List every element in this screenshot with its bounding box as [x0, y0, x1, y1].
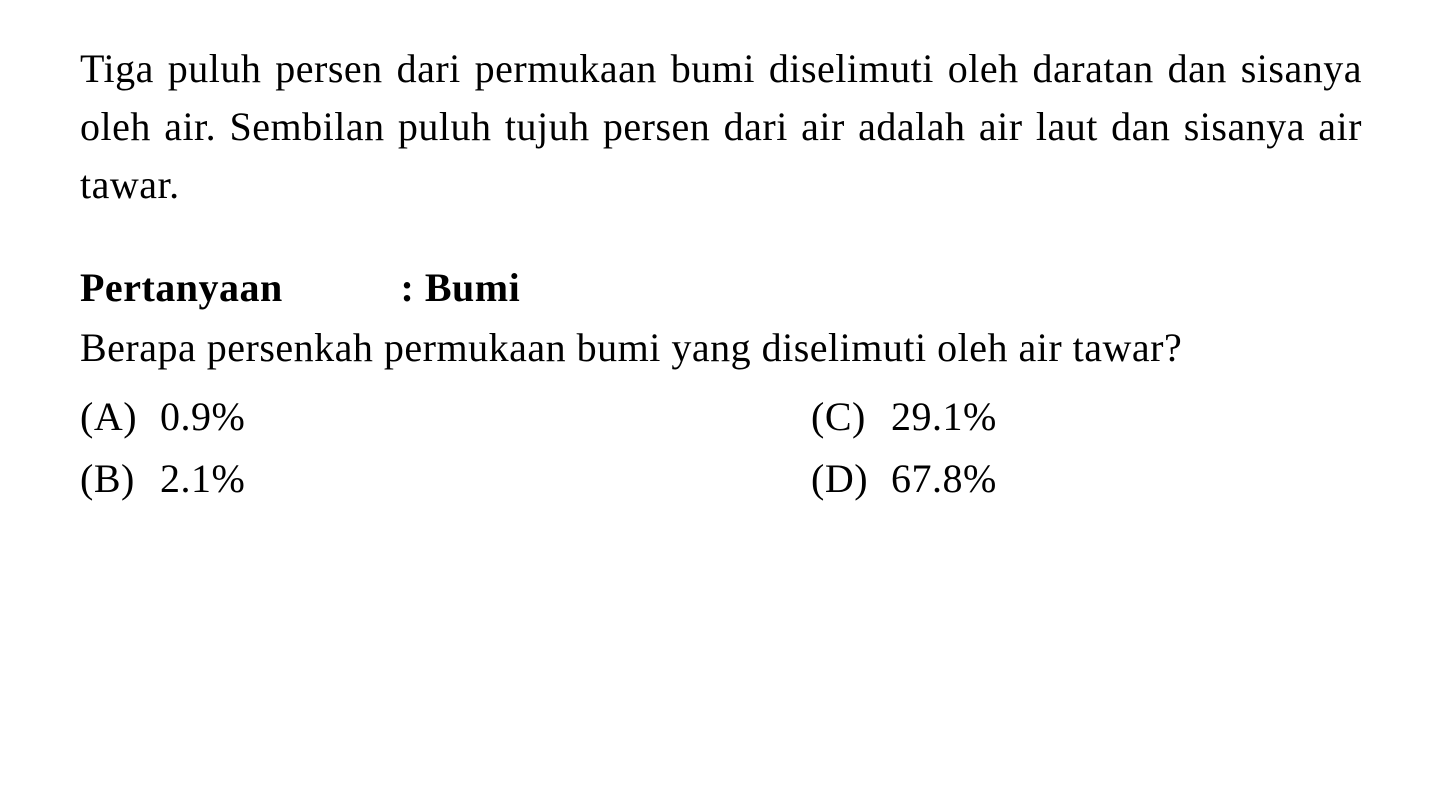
passage-text: Tiga puluh persen dari permukaan bumi di… [80, 40, 1362, 214]
option-d-letter: (D) [811, 451, 891, 507]
option-a: (A) 0.9% [80, 389, 631, 445]
option-d-value: 67.8% [891, 451, 997, 507]
option-c-letter: (C) [811, 389, 891, 445]
option-c: (C) 29.1% [811, 389, 1362, 445]
question-text: Berapa persenkah permukaan bumi yang dis… [80, 319, 1362, 377]
document-container: Tiga puluh persen dari permukaan bumi di… [80, 40, 1362, 507]
question-header-subject: : Bumi [401, 265, 521, 310]
option-b: (B) 2.1% [80, 451, 631, 507]
option-b-letter: (B) [80, 451, 160, 507]
option-d: (D) 67.8% [811, 451, 1362, 507]
question-header: Pertanyaan : Bumi [80, 264, 1362, 311]
option-a-value: 0.9% [160, 389, 245, 445]
option-b-value: 2.1% [160, 451, 245, 507]
option-a-letter: (A) [80, 389, 160, 445]
question-header-label: Pertanyaan [80, 264, 390, 311]
option-c-value: 29.1% [891, 389, 997, 445]
options-grid: (A) 0.9% (C) 29.1% (B) 2.1% (D) 67.8% [80, 389, 1362, 507]
